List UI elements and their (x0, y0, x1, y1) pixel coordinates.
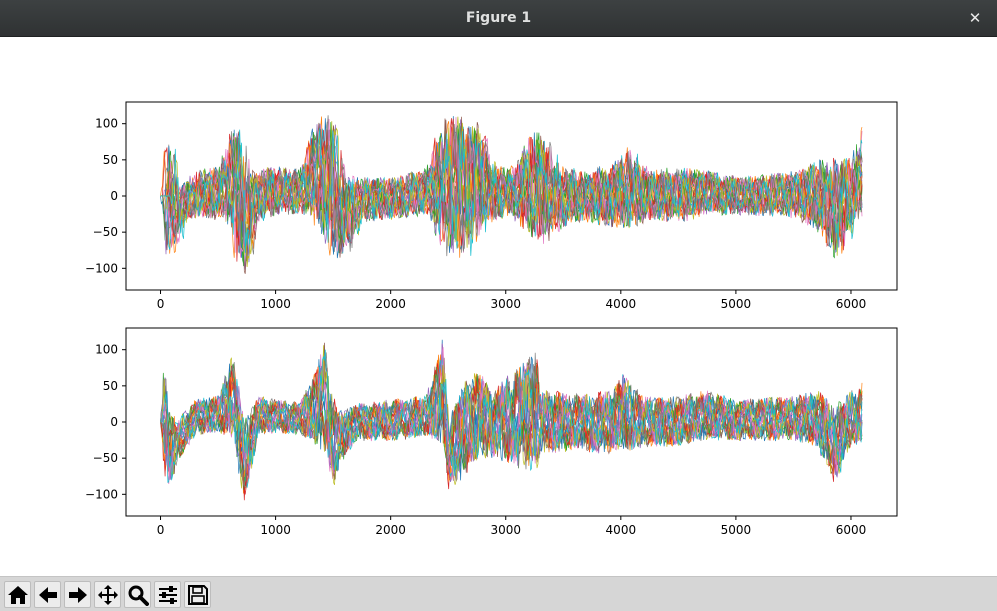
y-tick-label: 50 (103, 153, 118, 167)
navigation-toolbar (0, 576, 997, 611)
x-tick-label: 4000 (606, 297, 637, 311)
x-tick-label: 4000 (606, 523, 637, 537)
y-tick-label: 50 (103, 379, 118, 393)
x-tick-label: 3000 (490, 297, 521, 311)
y-tick-label: 100 (95, 117, 118, 131)
home-icon (8, 586, 28, 604)
window-titlebar: Figure 1 ✕ (0, 0, 997, 37)
series-line (160, 127, 863, 256)
series-line (160, 343, 863, 483)
close-icon[interactable]: ✕ (968, 9, 982, 27)
series-group (160, 339, 863, 501)
subplots-config-button[interactable] (154, 581, 181, 608)
forward-arrow-icon (69, 587, 87, 603)
pan-button[interactable] (94, 581, 121, 608)
x-tick-label: 1000 (260, 297, 291, 311)
x-tick-label: 2000 (375, 297, 406, 311)
y-tick-label: −50 (93, 451, 118, 465)
x-tick-label: 0 (157, 523, 165, 537)
y-tick-label: 0 (110, 189, 118, 203)
back-arrow-icon (39, 587, 57, 603)
forward-button[interactable] (64, 581, 91, 608)
x-tick-label: 0 (157, 297, 165, 311)
subplot-1: 0 1000 2000 3000 4000 5000 6000 −100 −50 0 50 100 (85, 101, 898, 311)
x-tick-label: 6000 (836, 523, 867, 537)
zoom-button[interactable] (124, 581, 151, 608)
x-tick-label: 1000 (260, 523, 291, 537)
save-button[interactable] (184, 581, 211, 608)
x-tick-label: 6000 (836, 297, 867, 311)
save-icon (188, 585, 208, 605)
y-tick-label: −100 (85, 261, 118, 275)
subplot-2: 0 1000 2000 3000 4000 5000 6000 −100 −50 0 50 100 (85, 327, 898, 537)
pan-icon (98, 585, 118, 605)
series-group (160, 115, 863, 274)
y-tick-label: −100 (85, 487, 118, 501)
subplots-config-icon (159, 586, 177, 604)
series-line (160, 118, 863, 251)
x-tick-label: 5000 (721, 297, 752, 311)
x-tick-label: 5000 (721, 523, 752, 537)
figure-canvas: 0 1000 2000 3000 4000 5000 6000 −100 −50 0 50 100 0 1… (0, 37, 997, 576)
series-line (160, 349, 863, 481)
home-button[interactable] (4, 581, 31, 608)
x-tick-label: 2000 (375, 523, 406, 537)
y-tick-label: −50 (93, 225, 118, 239)
back-button[interactable] (34, 581, 61, 608)
y-tick-label: 0 (110, 415, 118, 429)
x-tick-label: 3000 (490, 523, 521, 537)
y-tick-label: 100 (95, 343, 118, 357)
window-title: Figure 1 (465, 10, 532, 26)
zoom-icon (128, 585, 149, 606)
